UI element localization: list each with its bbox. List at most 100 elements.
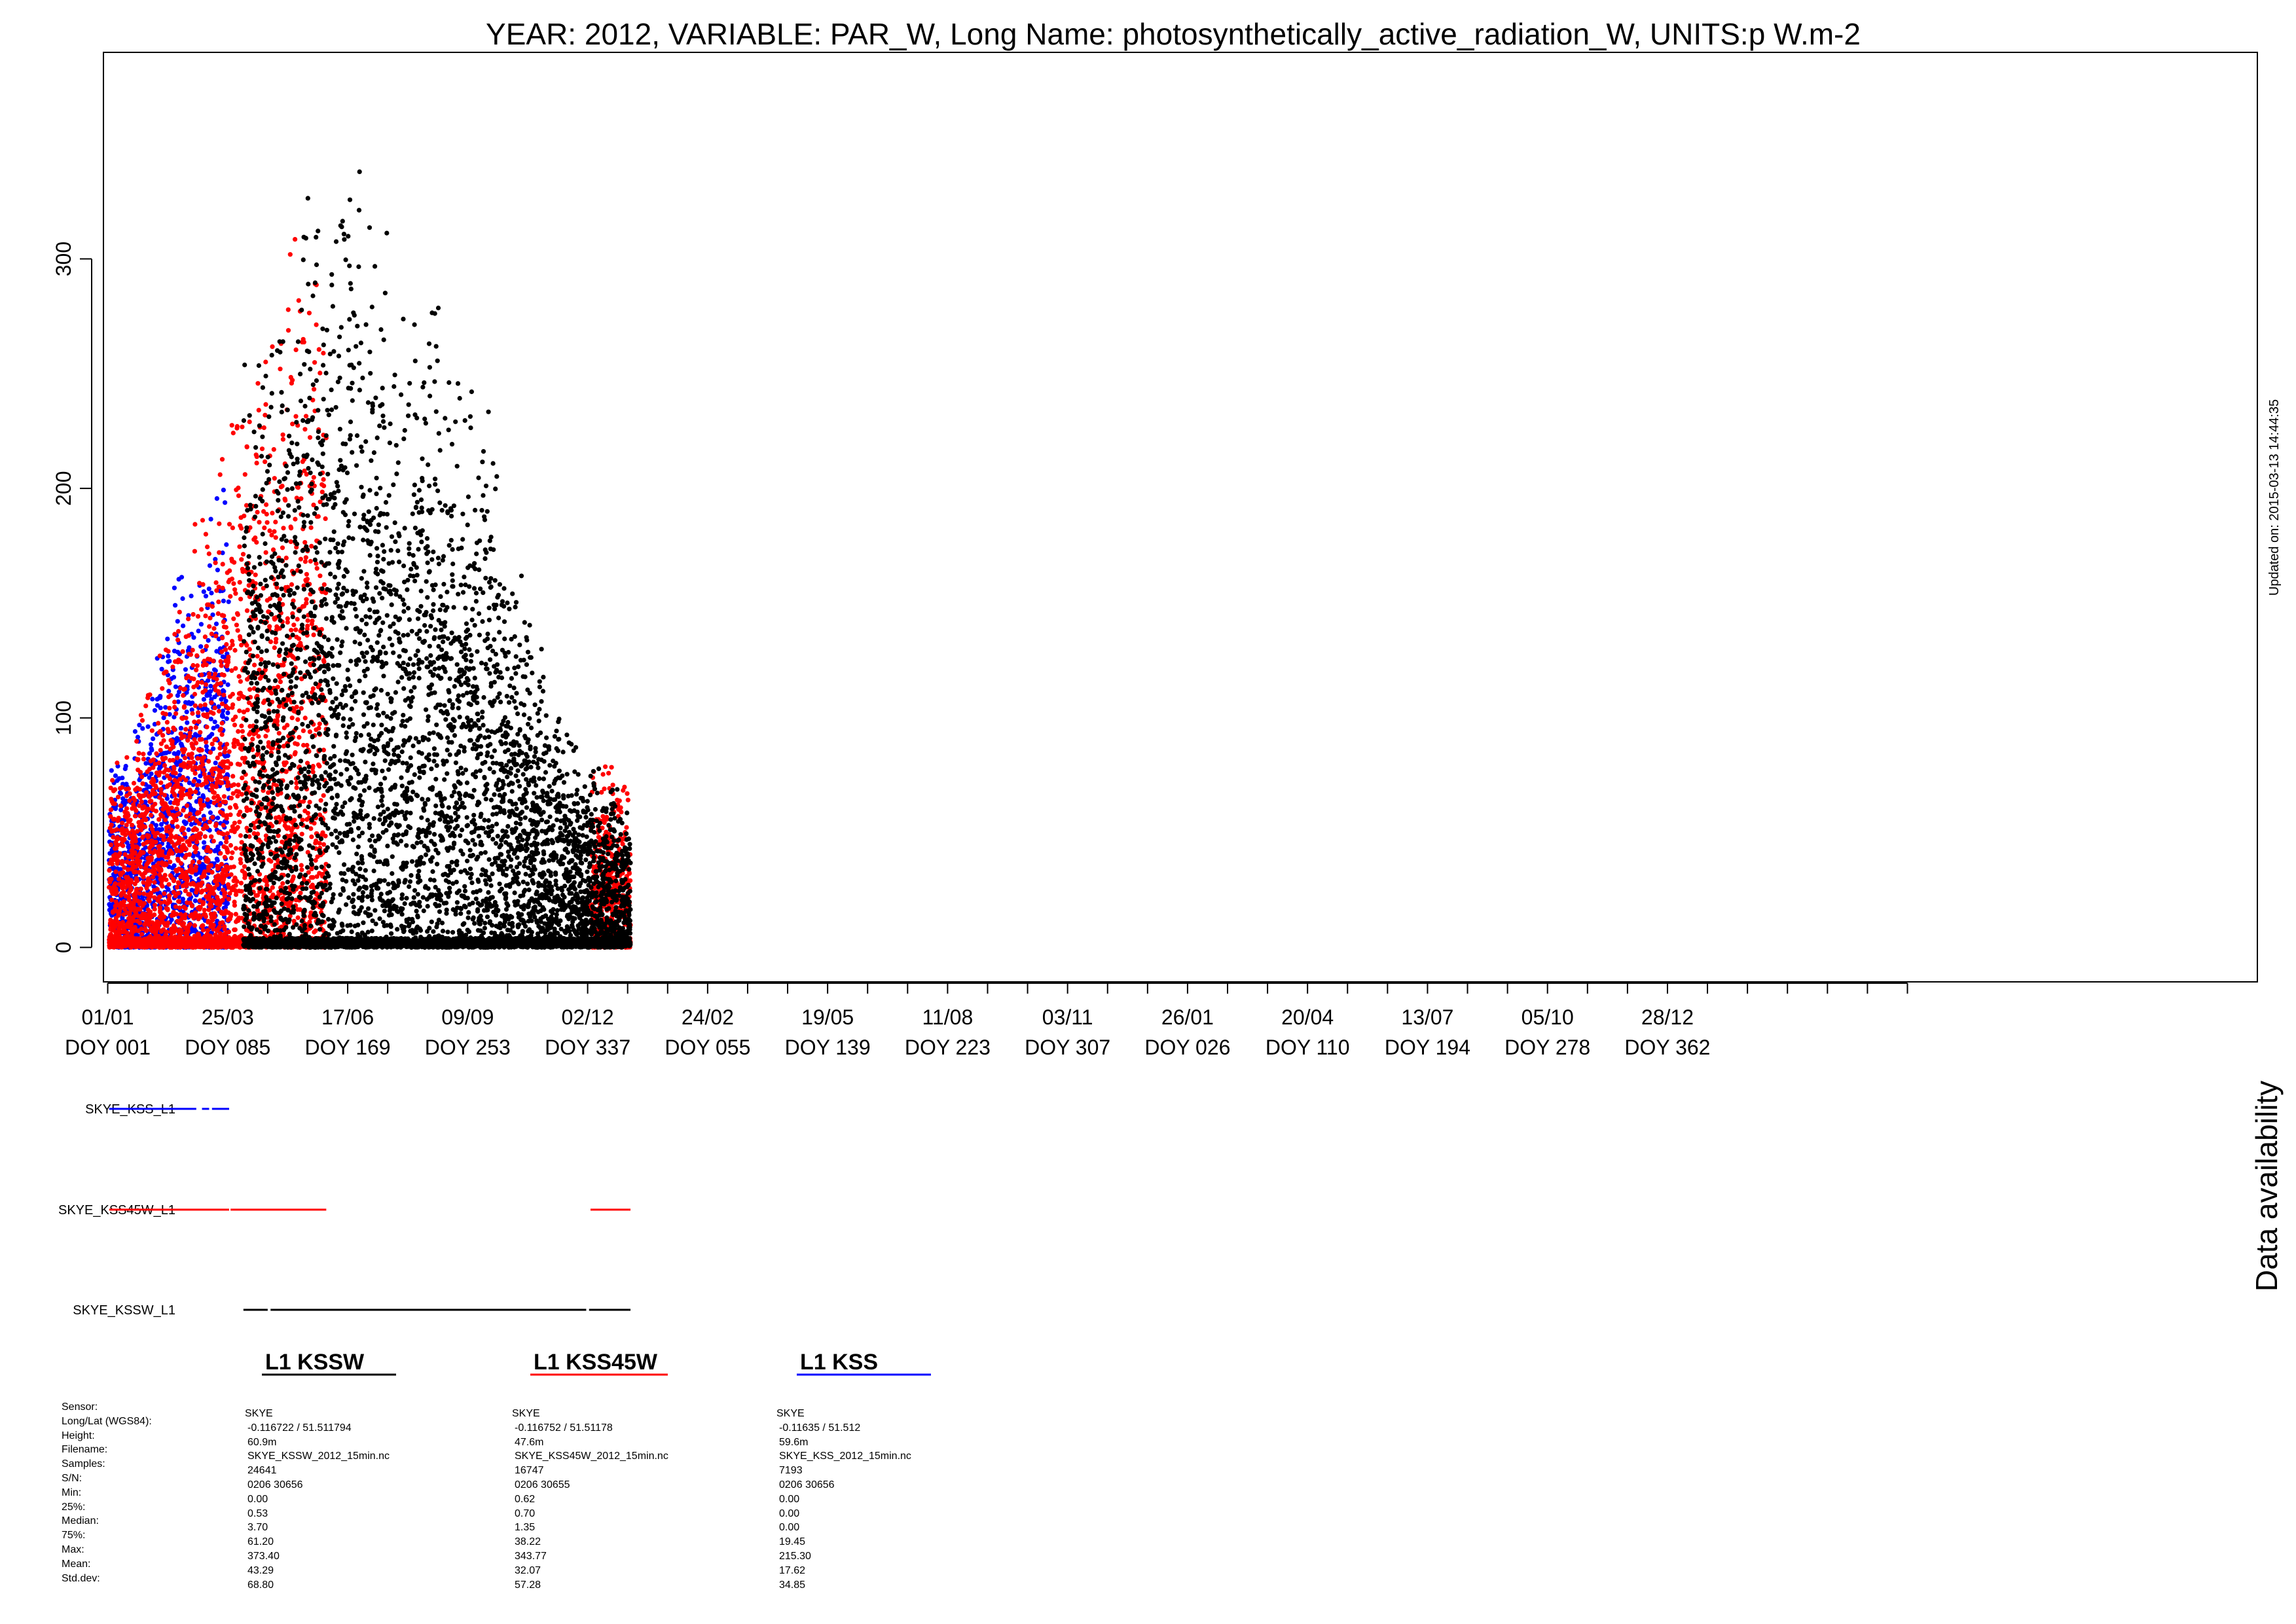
point-skye-kss45w-l1 <box>162 763 168 768</box>
point-skye-kss45w-l1 <box>267 528 272 533</box>
point-skye-kss45w-l1 <box>109 861 115 867</box>
point-skye-kss45w-l1 <box>200 880 205 885</box>
point-skye-kss-l1 <box>220 708 225 713</box>
point-skye-kss45w-l1 <box>264 520 270 525</box>
point-skye-kss45w-l1 <box>231 616 236 621</box>
point-skye-kss45w-l1 <box>171 878 177 884</box>
point-skye-kss45w-l1 <box>192 923 197 928</box>
point-skye-kss45w-l1 <box>164 862 169 867</box>
point-skye-kss45w-l1 <box>187 812 192 817</box>
point-skye-kss-l1 <box>173 684 178 689</box>
point-skye-kss45w-l1 <box>191 612 196 617</box>
point-skye-kss45w-l1 <box>174 912 179 917</box>
point-skye-kss45w-l1 <box>181 792 186 797</box>
point-skye-kss45w-l1 <box>114 827 120 832</box>
point-skye-kss-l1 <box>191 635 196 640</box>
point-skye-kss45w-l1 <box>160 884 165 889</box>
point-skye-kss-l1 <box>109 768 114 773</box>
point-skye-kss45w-l1 <box>220 636 225 641</box>
point-skye-kss45w-l1 <box>186 633 191 638</box>
point-skye-kss45w-l1 <box>225 742 230 747</box>
point-skye-kss45w-l1 <box>108 807 114 812</box>
point-skye-kss45w-l1 <box>199 672 204 677</box>
point-skye-kss-l1 <box>153 823 159 828</box>
point-skye-kss45w-l1 <box>198 797 203 803</box>
point-skye-kss45w-l1 <box>237 708 242 713</box>
point-skye-kss45w-l1 <box>200 762 206 767</box>
point-skye-kss45w-l1 <box>177 905 182 911</box>
point-skye-kss45w-l1 <box>231 581 236 586</box>
point-skye-kss45w-l1 <box>215 882 220 888</box>
point-skye-kss45w-l1 <box>236 729 241 734</box>
point-skye-kss-l1 <box>137 723 142 728</box>
point-skye-kss45w-l1 <box>263 459 268 465</box>
point-skye-kss45w-l1 <box>160 732 166 738</box>
point-skye-kss45w-l1 <box>229 423 234 428</box>
point-skye-kss45w-l1 <box>209 700 214 705</box>
point-skye-kss45w-l1 <box>208 615 213 621</box>
point-skye-kss45w-l1 <box>163 817 168 823</box>
point-skye-kss-l1 <box>215 857 220 863</box>
point-skye-kss-l1 <box>218 840 223 846</box>
point-skye-kss45w-l1 <box>230 774 236 779</box>
point-skye-kss45w-l1 <box>200 518 206 523</box>
point-skye-kss45w-l1 <box>233 591 238 596</box>
point-skye-kss45w-l1 <box>225 780 230 785</box>
point-skye-kss45w-l1 <box>192 703 198 708</box>
point-skye-kss45w-l1 <box>218 774 223 780</box>
point-skye-kss45w-l1 <box>242 472 247 477</box>
point-skye-kss45w-l1 <box>164 669 169 675</box>
point-skye-kss45w-l1 <box>139 799 144 804</box>
point-skye-kss-l1 <box>118 791 124 796</box>
point-skye-kss-l1 <box>166 887 171 892</box>
point-skye-kss45w-l1 <box>232 820 237 825</box>
point-skye-kss-l1 <box>159 666 164 672</box>
point-skye-kss45w-l1 <box>192 691 198 697</box>
point-skye-kss45w-l1 <box>225 872 230 877</box>
point-skye-kss45w-l1 <box>168 693 173 698</box>
point-skye-kss45w-l1 <box>119 785 124 790</box>
point-skye-kss-l1 <box>147 751 153 756</box>
point-skye-kss-l1 <box>179 575 185 580</box>
point-skye-kss45w-l1 <box>194 782 200 787</box>
point-skye-kss45w-l1 <box>167 706 172 711</box>
point-skye-kss45w-l1 <box>162 891 167 896</box>
point-skye-kss45w-l1 <box>183 846 189 852</box>
point-skye-kss45w-l1 <box>233 892 239 897</box>
point-skye-kss45w-l1 <box>234 424 240 429</box>
point-skye-kss45w-l1 <box>239 791 244 797</box>
point-skye-kss45w-l1 <box>242 755 247 761</box>
point-skye-kss-l1 <box>165 636 170 641</box>
point-skye-kss45w-l1 <box>137 920 143 926</box>
point-skye-kss45w-l1 <box>158 868 164 873</box>
point-skye-kss-l1 <box>181 623 186 628</box>
point-skye-kss-l1 <box>212 719 217 725</box>
point-skye-kss-l1 <box>214 496 219 501</box>
point-skye-kss45w-l1 <box>115 760 120 766</box>
point-skye-kss45w-l1 <box>180 837 185 842</box>
point-skye-kss45w-l1 <box>157 653 162 659</box>
point-skye-kss45w-l1 <box>254 539 259 545</box>
point-skye-kss45w-l1 <box>237 580 242 585</box>
point-skye-kss45w-l1 <box>232 647 238 653</box>
point-skye-kss45w-l1 <box>207 820 213 825</box>
point-skye-kss45w-l1 <box>232 927 238 932</box>
point-skye-kss45w-l1 <box>190 859 196 865</box>
point-skye-kss45w-l1 <box>274 719 280 724</box>
point-skye-kss45w-l1 <box>177 609 182 615</box>
point-skye-kss45w-l1 <box>153 801 158 806</box>
point-skye-kss-l1 <box>208 689 213 694</box>
point-skye-kss45w-l1 <box>182 831 187 837</box>
point-skye-kss45w-l1 <box>218 681 223 686</box>
point-skye-kss45w-l1 <box>205 928 210 933</box>
point-skye-kss45w-l1 <box>271 447 276 452</box>
point-skye-kss45w-l1 <box>200 582 206 587</box>
point-skye-kss45w-l1 <box>263 550 268 555</box>
point-skye-kss45w-l1 <box>198 831 203 837</box>
point-skye-kss45w-l1 <box>153 839 158 844</box>
point-skye-kss-l1 <box>201 696 206 702</box>
point-skye-kss45w-l1 <box>213 634 219 639</box>
point-skye-kss45w-l1 <box>228 912 234 917</box>
point-skye-kss45w-l1 <box>172 727 177 732</box>
point-skye-kss45w-l1 <box>166 649 171 654</box>
